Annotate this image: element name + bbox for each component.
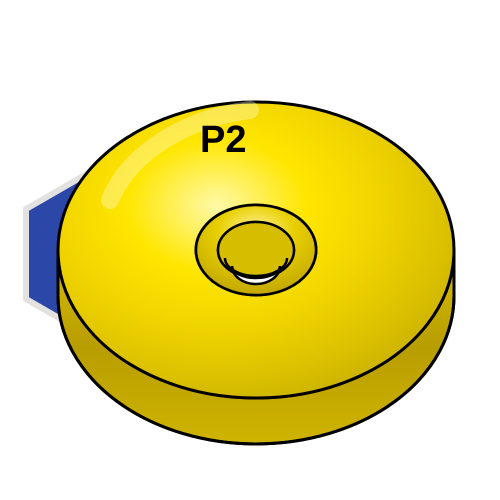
diagram-canvas: H Hardware Everywhere ® [0, 0, 500, 500]
washer-illustration: P2 [58, 102, 454, 444]
diagram-svg: H Hardware Everywhere ® [0, 0, 500, 500]
washer-grade-label: P2 [200, 119, 246, 161]
